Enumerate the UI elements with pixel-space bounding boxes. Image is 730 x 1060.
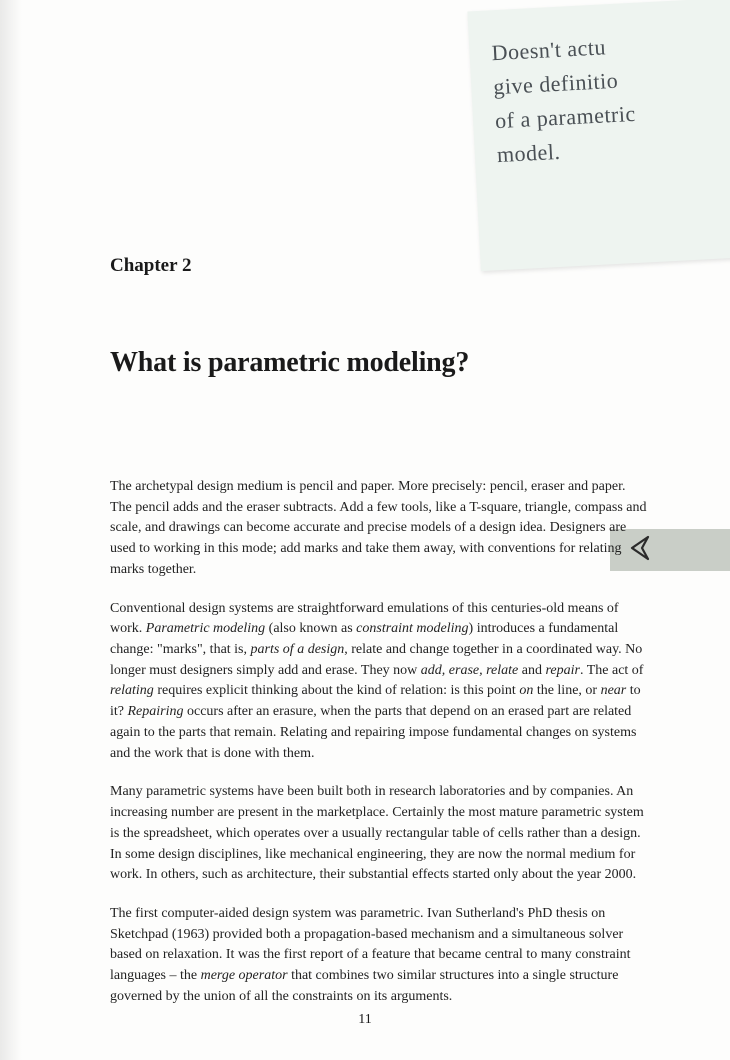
italic-run: repair bbox=[545, 663, 579, 678]
italic-run: Repairing bbox=[128, 704, 184, 719]
body-text: The archetypal design medium is pencil a… bbox=[110, 477, 648, 1008]
chapter-title: What is parametric modeling? bbox=[110, 347, 648, 379]
text-run: requires explicit thinking about the kin… bbox=[154, 683, 520, 698]
text-run: Many parametric systems have been built … bbox=[110, 784, 644, 882]
italic-run: merge operator bbox=[201, 968, 288, 983]
chapter-label: Chapter 2 bbox=[110, 255, 648, 277]
text-run: occurs after an erasure, when the parts … bbox=[110, 704, 636, 760]
paragraph: Conventional design systems are straight… bbox=[110, 599, 648, 765]
italic-run: relating bbox=[110, 683, 154, 698]
italic-run: Parametric modeling bbox=[146, 621, 265, 636]
text-run: . The act of bbox=[580, 663, 644, 678]
italic-run: constraint modeling bbox=[356, 621, 468, 636]
italic-run: on bbox=[519, 683, 533, 698]
italic-run: parts of a design bbox=[251, 642, 345, 657]
italic-run: add, erase, relate bbox=[421, 663, 518, 678]
text-run: The archetypal design medium is pencil a… bbox=[110, 479, 647, 577]
text-run: (also known as bbox=[265, 621, 356, 636]
paragraph: Many parametric systems have been built … bbox=[110, 782, 648, 886]
italic-run: near bbox=[601, 683, 627, 698]
page-number: 11 bbox=[0, 1012, 730, 1028]
paragraph: The archetypal design medium is pencil a… bbox=[110, 477, 648, 581]
text-run: the line, or bbox=[533, 683, 600, 698]
text-run: and bbox=[518, 663, 545, 678]
paragraph: The first computer-aided design system w… bbox=[110, 904, 648, 1008]
page-content: Chapter 2 What is parametric modeling? T… bbox=[0, 0, 730, 1060]
